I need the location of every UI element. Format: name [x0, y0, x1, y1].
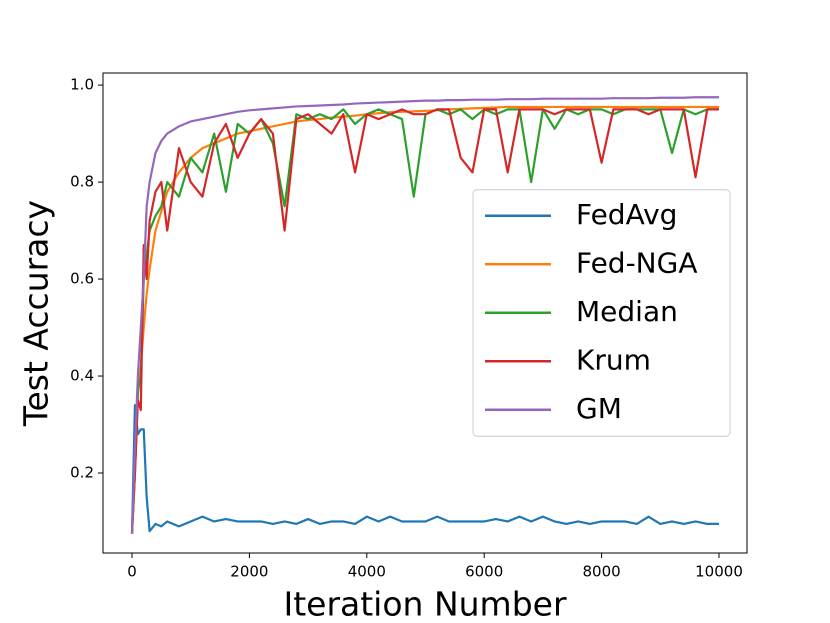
series-line [130, 108, 719, 534]
y-tick-label: 1.0 [70, 76, 94, 94]
x-tick-label: 8000 [583, 563, 621, 581]
x-axis-label: Iteration Number [283, 585, 566, 623]
x-tick-label: 0 [127, 563, 137, 581]
y-tick-label: 0.8 [70, 173, 94, 191]
legend-label: GM [576, 392, 622, 425]
legend-label: Fed-NGA [576, 246, 697, 279]
legend-label: FedAvg [576, 198, 677, 231]
y-tick-label: 0.6 [70, 270, 94, 288]
x-tick-label: 10000 [695, 563, 743, 581]
legend-box [472, 189, 731, 437]
x-tick-label: 4000 [348, 563, 386, 581]
y-axis-label: Test Accuracy [17, 200, 56, 427]
y-tick-label: 0.4 [70, 367, 94, 385]
x-tick-label: 6000 [465, 563, 503, 581]
series-line [130, 404, 719, 534]
plot-frame [102, 72, 748, 554]
y-tick-label: 0.2 [70, 464, 94, 482]
series-line [130, 96, 719, 534]
legend-label: Krum [576, 343, 651, 376]
x-tick-label: 2000 [230, 563, 268, 581]
legend-label: Median [576, 295, 678, 328]
